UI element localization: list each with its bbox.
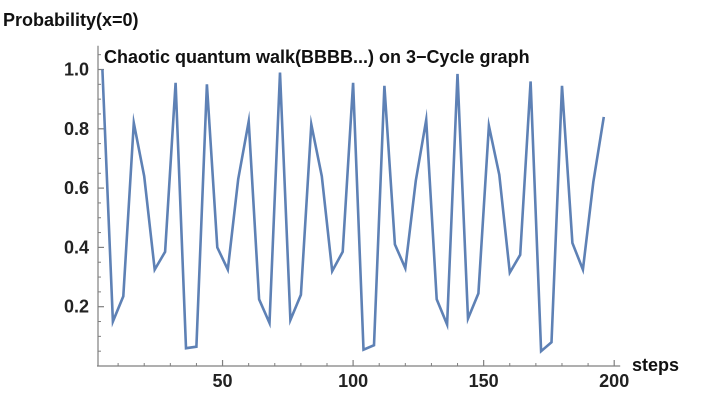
axes: 50 100 150 200 0.2 0.4 0.6 0.8 1.0: [64, 45, 629, 391]
y-tick-label: 0.2: [64, 297, 89, 317]
chart-title: Chaotic quantum walk(BBBB...) on 3−Cycle…: [104, 47, 530, 67]
y-tick-label: 0.6: [64, 178, 89, 198]
series-line: [101, 69, 606, 354]
y-tick-label: 0.8: [64, 119, 89, 139]
x-tick-label: 50: [213, 371, 233, 391]
x-tick-label: 200: [599, 371, 629, 391]
x-tick-label: 100: [338, 371, 368, 391]
y-tick-label: 0.4: [64, 237, 89, 257]
y-axis-label: Probability(x=0): [3, 10, 139, 30]
series-layer: [101, 69, 606, 354]
x-axis-label: steps: [632, 355, 679, 375]
y-tick-label: 1.0: [64, 60, 89, 80]
x-tick-label: 150: [469, 371, 499, 391]
